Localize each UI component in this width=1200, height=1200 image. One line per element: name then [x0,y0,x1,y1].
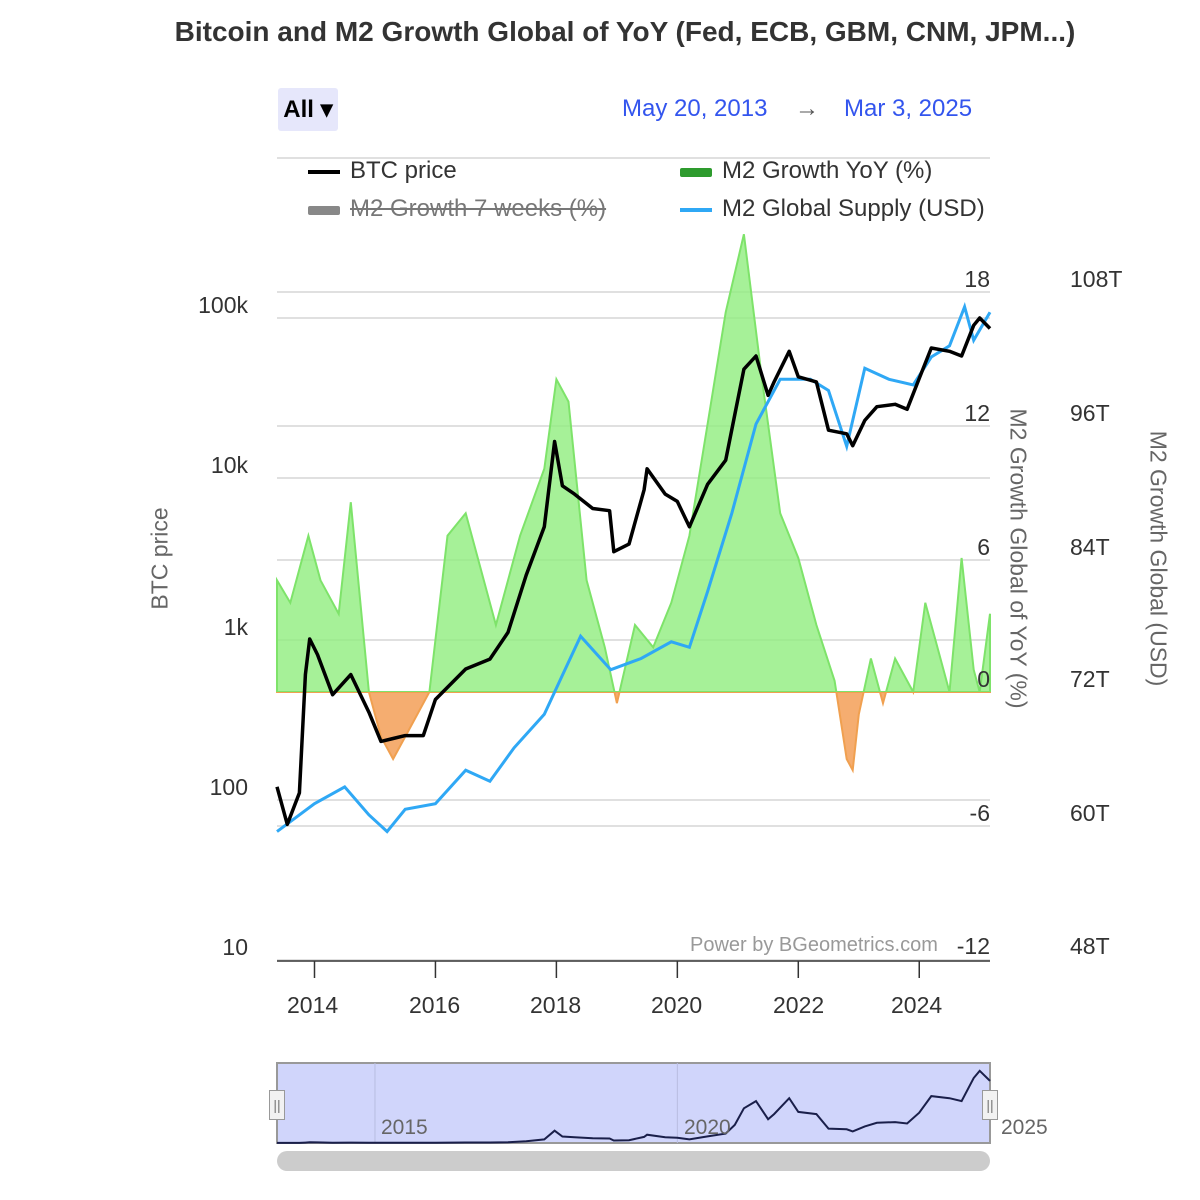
legend-area-icon [308,206,340,215]
legend-label: BTC price [350,157,457,184]
y-right2-tick: 72T [1070,666,1110,692]
navigator-left-handle[interactable]: || [269,1090,285,1120]
legend-label: M2 Global Supply (USD) [722,195,985,222]
date-arrow: → [795,95,819,122]
y-left-label: BTC price [146,507,173,610]
legend-area-icon [680,168,712,177]
y-left-tick: 100k [198,292,248,318]
x-tick: 2024 [891,992,943,1018]
navigator-tick: 2025 [1001,1116,1048,1139]
y-left-tick: 10 [222,934,248,960]
navigator-scrollbar[interactable] [277,1151,990,1171]
y-right1-label: M2 Growth Global of YoY (%) [1005,408,1032,709]
watermark: Power by BGeometrics.com [690,934,938,956]
navigator-tick: 2015 [381,1116,428,1139]
m2-growth-area-positive [276,233,991,692]
navigator-tick: 2020 [684,1116,731,1139]
y-right1-tick: -6 [969,800,990,826]
y-right2-tick: 48T [1070,933,1110,959]
y-left-tick: 10k [210,452,248,478]
y-left-tick: 100 [209,774,248,800]
y-left-tick: 1k [223,614,248,640]
y-right2-tick: 108T [1070,266,1123,292]
x-tick: 2018 [530,992,582,1018]
y-right1-tick: 12 [964,400,990,426]
legend-line-icon [308,170,340,174]
x-tick: 2020 [651,992,703,1018]
x-tick: 2016 [409,992,461,1018]
y-right2-tick: 96T [1070,400,1110,426]
y-right1-tick: -12 [956,933,990,959]
date-from-input[interactable]: May 20, 2013 [622,95,768,122]
y-right2-tick: 84T [1070,534,1110,560]
date-to-input[interactable]: Mar 3, 2025 [844,95,973,122]
navigator-right-handle[interactable]: || [982,1090,998,1120]
x-tick: 2014 [287,992,339,1018]
x-tick: 2022 [773,992,825,1018]
m2-growth-area-negative [276,692,991,774]
legend-label: M2 Growth YoY (%) [722,157,933,184]
legend-line-icon [680,208,712,212]
navigator-btc-line [277,1069,991,1144]
y-right2-label: M2 Growth Global (USD) [1145,430,1172,687]
legend-label: M2 Growth 7 weeks (%) [350,195,607,222]
btc-price-line [275,316,992,827]
y-right1-tick: 0 [977,666,990,692]
m2-supply-line [276,301,992,834]
y-right1-tick: 6 [977,534,990,560]
range-selector-button[interactable]: All ▾ [278,88,338,131]
chart-title: Bitcoin and M2 Growth Global of YoY (Fed… [174,16,1076,47]
navigator-window [276,1062,991,1144]
y-right2-tick: 60T [1070,800,1110,826]
y-right1-tick: 18 [964,266,990,292]
